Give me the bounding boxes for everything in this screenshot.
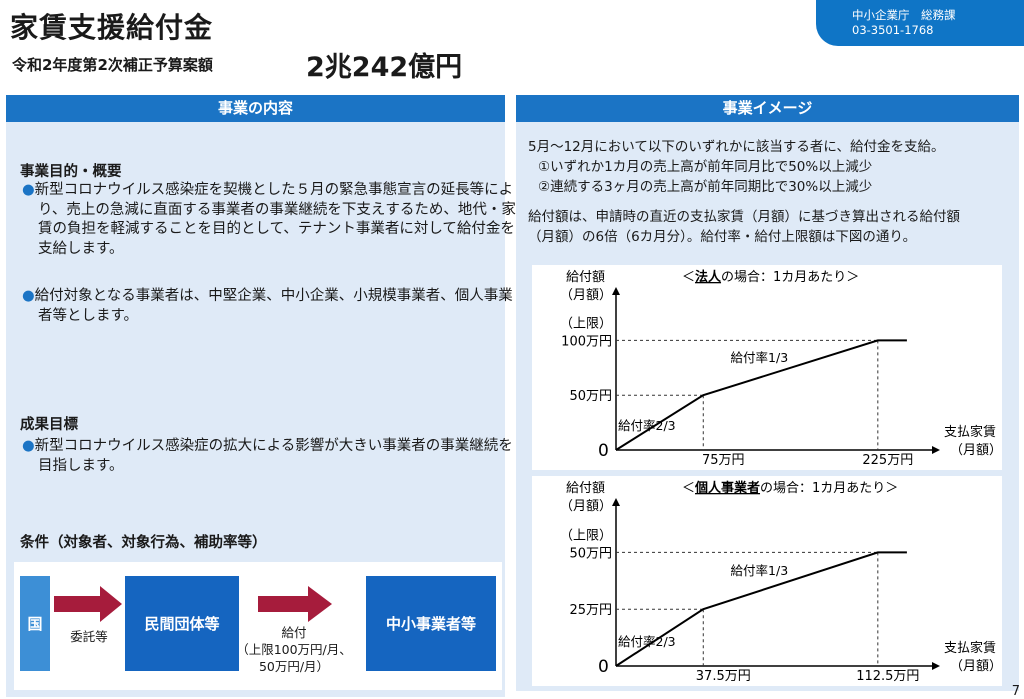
bullet-dot-icon: ● xyxy=(22,182,35,198)
chart-xlabel: 支払家賃 xyxy=(944,640,996,656)
chart-xtick-1: 75万円 xyxy=(702,453,745,468)
chart-corporation: ＜法人の場合：1カ月あたり＞ 給付額 （月額） 支払家賃 （月額） 0 50万円 100万円 （… xyxy=(560,269,1002,468)
chart-y-axis-arrow xyxy=(612,498,620,506)
chart-series-line xyxy=(615,339,907,451)
flow-box-private-org: 民間団体等 xyxy=(125,576,239,671)
intro-line-1: 5月～12月において以下のいずれかに該当する者に、給付金を支給。 xyxy=(528,139,945,155)
chart-xlabel-unit: （月額） xyxy=(950,443,1002,458)
intro-line-5: （月額）の6倍（6カ月分）。給付率・給付上限額は下図の通り。 xyxy=(528,229,917,245)
chart-ytick-1: 50万円 xyxy=(569,389,612,404)
chart-rate-label-1: 給付率2/3 xyxy=(618,634,676,649)
agency-contact-tab: 中小企業庁 総務課 03-3501-1768 xyxy=(816,0,1024,46)
budget-subtitle: 令和2年度第2次補正予算案額 xyxy=(12,56,213,74)
chart-rate-label-2: 給付率1/3 xyxy=(731,350,789,365)
chart-title: ＜法人の場合：1カ月あたり＞ xyxy=(682,269,859,285)
business-content-heading: 事業の内容 xyxy=(6,95,505,122)
chart-title: ＜個人事業者の場合：1カ月あたり＞ xyxy=(682,480,898,496)
chart-rate-label-1: 給付率2/3 xyxy=(618,418,676,433)
intro-line-3: ②連続する3ヶ月の売上高が前年同期比で30%以上減少 xyxy=(538,179,873,195)
page-title: 家賃支援給付金 xyxy=(10,11,214,44)
chart-xlabel: 支払家賃 xyxy=(944,424,996,440)
agency-name: 中小企業庁 総務課 xyxy=(852,8,956,22)
chart-series-line xyxy=(615,551,907,667)
chart-ylabel: 給付額 xyxy=(566,481,605,496)
chart-xtick-2: 225万円 xyxy=(862,453,913,468)
bullet-dot-icon: ● xyxy=(22,288,35,304)
conditions-title: 条件（対象者、対象行為、補助率等） xyxy=(20,535,267,551)
purpose-bullet-1: ●新型コロナウイルス感染症を契機とした５月の緊急事態宣言の延長等により、売上の急… xyxy=(22,182,516,257)
chart-xtick-2: 112.5万円 xyxy=(856,669,919,684)
chart-individual-box: ＜個人事業者の場合：1カ月あたり＞ 給付額 （月額） 支払家賃 （月額） 0 25万円 50万… xyxy=(532,476,1002,686)
conditions-flow-diagram: 国 委託等 民間団体等 給付 （上限100万円/月、 50万円/月） 中小事業者… xyxy=(14,562,502,690)
chart-ytick-2: 100万円 xyxy=(561,334,612,349)
budget-amount: 2兆242億円 xyxy=(306,52,463,83)
flow-arrow-2 xyxy=(258,586,332,622)
chart-origin-label: 0 xyxy=(598,657,609,677)
chart-ylabel: 給付額 xyxy=(566,270,605,285)
business-image-panel: 事業イメージ 5月～12月において以下のいずれかに該当する者に、給付金を支給。 … xyxy=(516,95,1019,691)
business-content-panel: 事業の内容 事業目的・概要 ●新型コロナウイルス感染症を契機とした５月の緊急事態… xyxy=(6,95,516,697)
chart-individual: ＜個人事業者の場合：1カ月あたり＞ 給付額 （月額） 支払家賃 （月額） 0 25万円 50万… xyxy=(560,480,1002,684)
purpose-title: 事業目的・概要 xyxy=(20,164,122,180)
goal-bullet: ●新型コロナウイルス感染症の拡大による影響が大きい事業者の事業継続を目指します。 xyxy=(22,438,513,474)
flow-box-government: 国 xyxy=(20,576,50,671)
goal-title: 成果目標 xyxy=(20,417,78,433)
chart-x-axis-arrow xyxy=(932,446,940,454)
chart-ylabel-unit: （月額） xyxy=(560,499,612,514)
chart-x-axis-arrow xyxy=(932,662,940,670)
chart-rate-label-2: 給付率1/3 xyxy=(731,563,789,578)
chart-cap-label: （上限） xyxy=(560,528,612,543)
chart-ytick-2: 50万円 xyxy=(569,546,612,561)
agency-phone: 03-3501-1768 xyxy=(852,23,934,37)
chart-xlabel-unit: （月額） xyxy=(950,659,1002,674)
bullet-dot-icon: ● xyxy=(22,438,35,454)
intro-line-4: 給付額は、申請時の直近の支払家賃（月額）に基づき算出される給付額 xyxy=(528,209,960,225)
chart-ytick-1: 25万円 xyxy=(569,603,612,618)
page-number: 7 xyxy=(1011,684,1020,699)
business-image-heading: 事業イメージ xyxy=(516,95,1019,122)
flow-box-sme: 中小事業者等 xyxy=(366,576,496,671)
purpose-bullet-2: ●給付対象となる事業者は、中堅企業、中小企業、小規模事業者、個人事業者等とします… xyxy=(22,288,513,324)
chart-ylabel-unit: （月額） xyxy=(560,288,612,303)
chart-corporation-box: ＜法人の場合：1カ月あたり＞ 給付額 （月額） 支払家賃 （月額） 0 50万円 100万円 （… xyxy=(532,265,1002,470)
flow-arrow-1-label: 委託等 xyxy=(70,629,108,644)
chart-y-axis-arrow xyxy=(612,287,620,295)
chart-cap-label: （上限） xyxy=(560,316,612,331)
flow-arrow-2-label: 給付 （上限100万円/月、 50万円/月） xyxy=(236,625,352,674)
intro-line-2: ①いずれか1カ月の売上高が前年同月比で50%以上減少 xyxy=(538,159,873,175)
flow-arrow-1 xyxy=(54,586,122,622)
chart-xtick-1: 37.5万円 xyxy=(696,669,751,684)
chart-origin-label: 0 xyxy=(598,441,609,461)
